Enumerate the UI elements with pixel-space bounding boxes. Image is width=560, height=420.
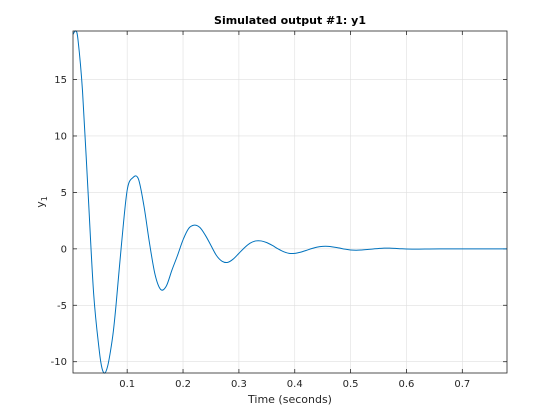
plot-background	[73, 31, 507, 373]
y-tick-label: 15	[54, 75, 67, 86]
x-axis-label: Time (seconds)	[247, 393, 332, 406]
y-tick-label: -5	[57, 301, 67, 312]
axes-box	[72, 30, 508, 374]
x-tick-label: 0.1	[119, 379, 135, 390]
x-tick-label: 0.3	[231, 379, 247, 390]
chart-title: Simulated output #1: y1	[214, 14, 366, 27]
y-axis-label-main: y	[34, 201, 47, 208]
x-tick-label: 0.4	[287, 379, 303, 390]
y-tick-label: 5	[61, 188, 67, 199]
y-tick-label: 10	[54, 131, 67, 142]
y-axis-label: y1	[34, 196, 49, 208]
y-axis-label-subscript: 1	[40, 196, 49, 201]
y-tick-label: 0	[61, 244, 67, 255]
x-tick-label: 0.7	[454, 379, 470, 390]
x-tick-label: 0.2	[175, 379, 191, 390]
series-line-y1	[72, 30, 507, 374]
y-axis-ticks: -10 -5 0 5 10 15	[51, 75, 507, 368]
x-tick-label: 0.6	[399, 379, 415, 390]
y-tick-label: -10	[51, 357, 67, 368]
x-tick-label: 0.5	[343, 379, 359, 390]
x-axis-ticks: 0.1 0.2 0.3 0.4 0.5 0.6 0.7	[119, 31, 470, 390]
